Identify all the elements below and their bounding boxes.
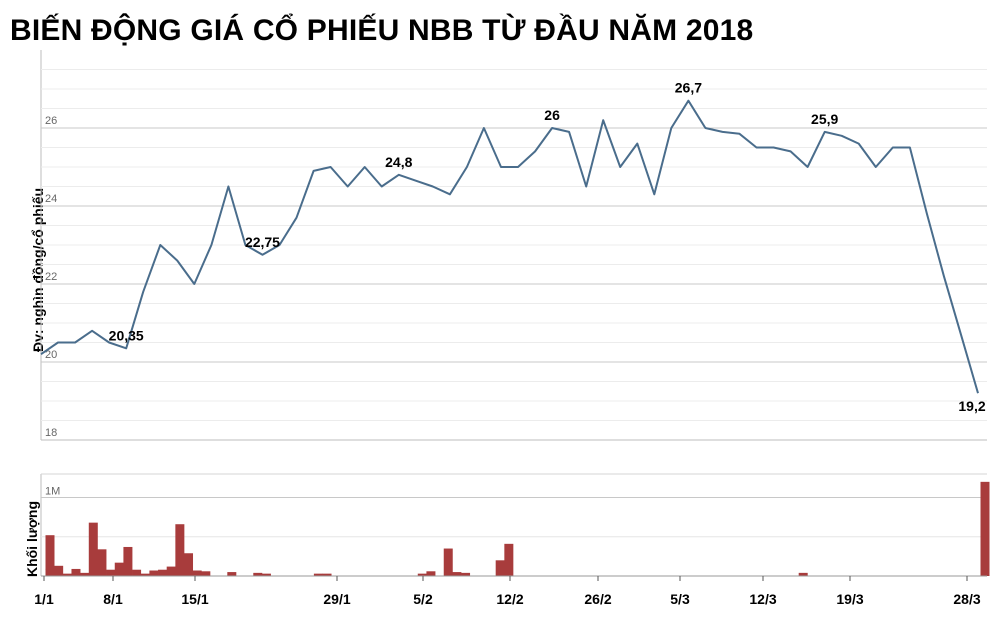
volume-bar — [313, 573, 323, 576]
volume-bar — [114, 562, 124, 576]
volume-bar — [140, 573, 150, 576]
volume-bar — [417, 573, 427, 576]
volume-bar — [461, 572, 471, 576]
volume-bar — [166, 566, 176, 576]
price-data-label: 20,35 — [109, 327, 144, 343]
x-tick-label: 8/1 — [103, 591, 123, 607]
price-data-label: 22,75 — [245, 234, 280, 250]
volume-bar — [184, 553, 194, 576]
volume-y-tick-label: 1M — [45, 486, 60, 498]
price-y-tick-label: 24 — [45, 193, 57, 205]
price-y-tick-label: 26 — [45, 115, 57, 127]
volume-bar — [97, 549, 107, 576]
volume-bar — [426, 571, 436, 576]
volume-bar — [504, 543, 514, 576]
x-tick-label: 1/1 — [34, 591, 54, 607]
volume-bar — [88, 522, 98, 576]
price-line — [40, 99, 979, 394]
volume-bar — [261, 573, 271, 576]
price-data-label: 25,9 — [811, 111, 838, 127]
volume-bar — [62, 573, 72, 576]
price-data-label: 26 — [544, 107, 560, 123]
volume-bar — [106, 569, 116, 576]
volume-bar — [158, 569, 168, 576]
volume-bar — [495, 560, 505, 576]
volume-bar — [227, 572, 237, 576]
volume-bar — [71, 568, 81, 576]
volume-bar — [54, 565, 64, 576]
price-y-tick-label: 20 — [45, 349, 57, 361]
price-data-label: 19,2 — [958, 398, 985, 414]
volume-bar — [452, 572, 462, 576]
volume-bar — [132, 569, 142, 576]
volume-bar — [175, 524, 185, 576]
volume-bar — [123, 546, 133, 576]
x-tick-label: 29/1 — [323, 591, 350, 607]
x-tick-label: 12/2 — [496, 591, 523, 607]
price-y-tick-label: 22 — [45, 271, 57, 283]
x-tick-label: 5/2 — [413, 591, 433, 607]
volume-bar — [253, 572, 263, 576]
x-tick-label: 5/3 — [670, 591, 690, 607]
volume-bar — [798, 572, 808, 576]
x-tick-label: 19/3 — [836, 591, 863, 607]
volume-bar — [980, 481, 990, 576]
volume-bar — [443, 548, 453, 576]
volume-bar — [149, 570, 159, 576]
chart-title: BIẾN ĐỘNG GIÁ CỔ PHIẾU NBB TỪ ĐẦU NĂM 20… — [10, 14, 754, 47]
price-y-tick-label: 18 — [45, 427, 57, 439]
x-tick-label: 26/2 — [584, 591, 611, 607]
volume-bar — [192, 570, 202, 576]
volume-bar — [80, 572, 90, 576]
volume-bar — [45, 535, 55, 576]
price-data-label: 24,8 — [385, 154, 412, 170]
x-tick-label: 28/3 — [953, 591, 980, 607]
volume-bar — [322, 573, 332, 576]
volume-bar — [201, 571, 211, 576]
x-tick-label: 15/1 — [181, 591, 208, 607]
price-data-label: 26,7 — [675, 80, 702, 96]
x-tick-label: 12/3 — [749, 591, 776, 607]
